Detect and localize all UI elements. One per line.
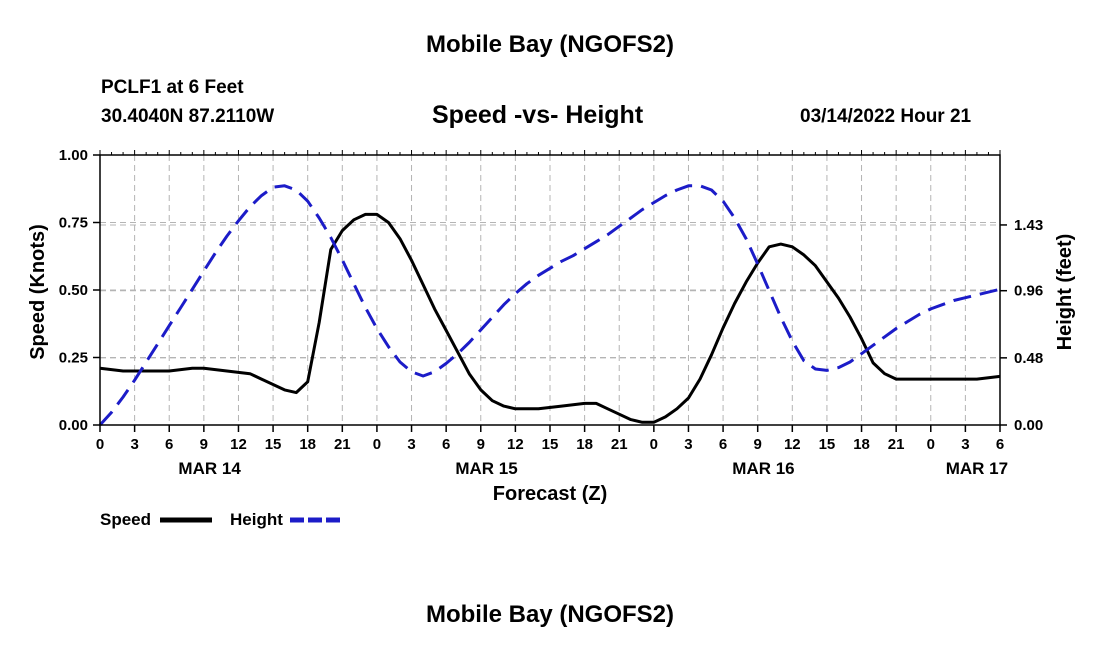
date-label: MAR 17 — [946, 459, 1008, 478]
x-tick-label: 0 — [96, 436, 104, 453]
x-tick-label: 0 — [373, 436, 381, 453]
x-tick-label: 9 — [477, 436, 485, 453]
x-tick-label: 3 — [684, 436, 692, 453]
x-tick-label: 0 — [927, 436, 935, 453]
station-coordinates: 30.4040N 87.2110W — [101, 106, 275, 127]
x-tick-label: 9 — [200, 436, 208, 453]
x-tick-label: 9 — [754, 436, 762, 453]
x-tick-label: 6 — [996, 436, 1004, 453]
axis-labels: 0 3 6 9 12 15 18 21 0 3 6 9 12 15 18 21 0 3 6 9 12 15 18 21 0 3 60… — [27, 147, 1076, 505]
legend: Speed Height — [100, 510, 342, 529]
station-label: PCLF1 at 6 Feet — [101, 77, 244, 98]
y-tick-label: 0.50 — [59, 282, 88, 299]
x-tick-label: 6 — [442, 436, 450, 453]
x-tick-label: 21 — [334, 436, 351, 453]
y-tick-label: 0.00 — [59, 417, 88, 434]
series-height-line — [98, 184, 1001, 427]
x-tick-label: 12 — [507, 436, 524, 453]
x-tick-label: 18 — [853, 436, 870, 453]
y-right-axis-title: Height (feet) — [1054, 234, 1076, 351]
series-speed-line — [99, 212, 1001, 424]
date-label: MAR 15 — [455, 459, 517, 478]
x-tick-label: 18 — [576, 436, 593, 453]
x-tick-label: 21 — [611, 436, 628, 453]
x-tick-label: 6 — [165, 436, 173, 453]
y-tick-label: 0.25 — [59, 350, 88, 367]
grid-lines — [100, 155, 1000, 425]
x-tick-label: 3 — [961, 436, 969, 453]
legend-label-speed: Speed — [100, 510, 151, 529]
y-tick-label: 1.00 — [59, 147, 88, 164]
y-right-tick-label: 0.00 — [1014, 417, 1043, 434]
axis-ticks — [93, 150, 1007, 432]
forecast-timestamp: 03/14/2022 Hour 21 — [800, 106, 972, 127]
y-tick-label: 0.75 — [59, 215, 88, 232]
x-tick-label: 12 — [230, 436, 247, 453]
bottom-chart-title: Mobile Bay (NGOFS2) — [425, 601, 675, 628]
x-tick-label: 3 — [130, 436, 138, 453]
x-tick-label: 12 — [784, 436, 801, 453]
x-axis-title: Forecast (Z) — [493, 483, 607, 505]
date-label: MAR 14 — [178, 459, 241, 478]
y-right-tick-label: 0.96 — [1014, 283, 1043, 300]
x-tick-label: 18 — [299, 436, 316, 453]
x-tick-label: 21 — [888, 436, 905, 453]
y-axis-title: Speed (Knots) — [27, 224, 49, 360]
x-tick-label: 15 — [265, 436, 282, 453]
x-tick-label: 15 — [542, 436, 559, 453]
chart-subtitle: Speed -vs- Height — [432, 101, 644, 129]
x-tick-label: 0 — [650, 436, 658, 453]
chart-title: Mobile Bay (NGOFS2) — [425, 31, 675, 58]
y-right-tick-label: 0.48 — [1014, 350, 1043, 367]
x-tick-label: 15 — [819, 436, 836, 453]
series-layer — [98, 184, 1001, 427]
date-label: MAR 16 — [732, 459, 794, 478]
x-tick-label: 6 — [719, 436, 727, 453]
y-right-tick-label: 1.43 — [1014, 217, 1043, 234]
legend-label-height: Height — [230, 510, 283, 529]
x-tick-label: 3 — [407, 436, 415, 453]
